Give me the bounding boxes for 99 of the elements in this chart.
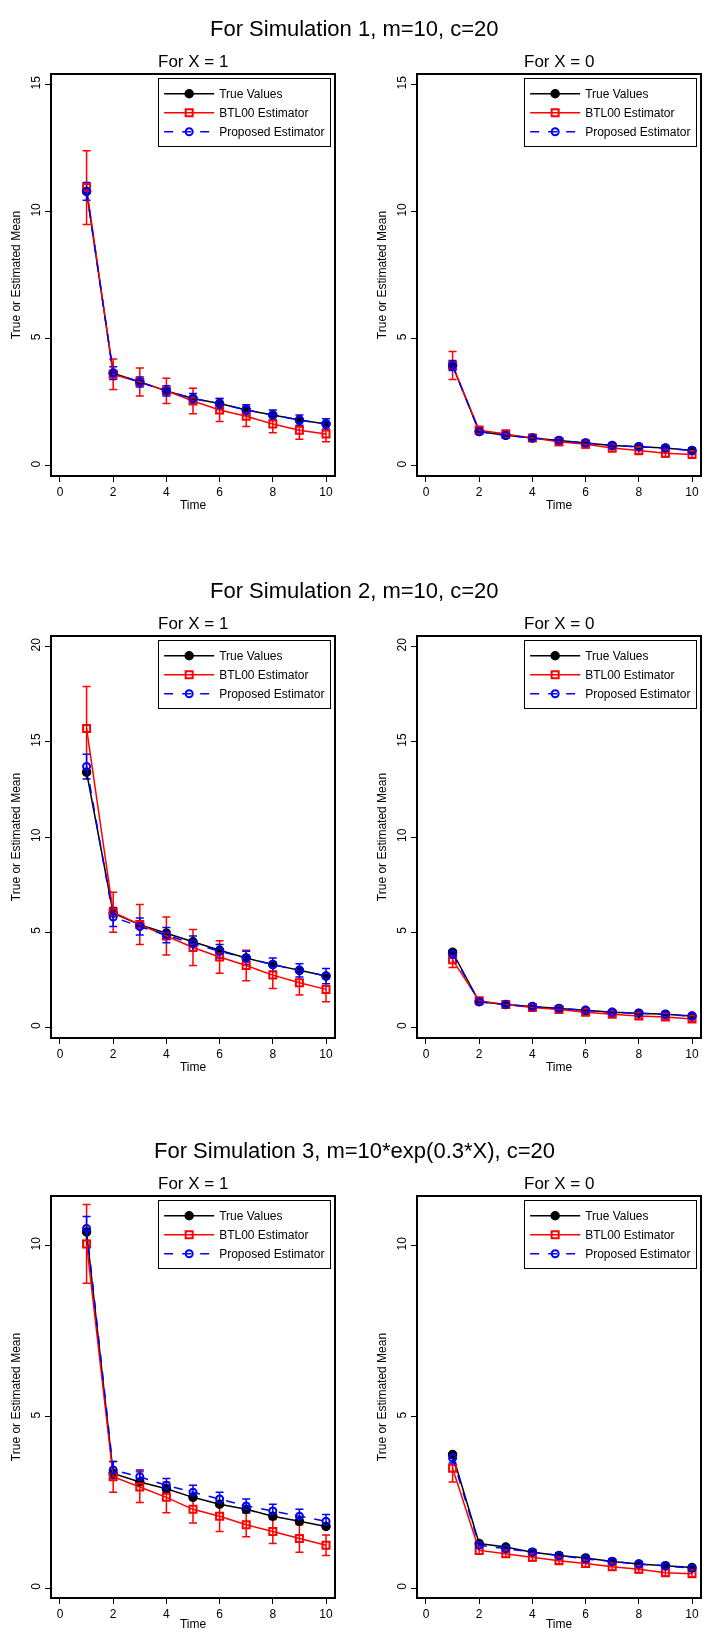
x-tick-label: 0 (422, 1607, 430, 1622)
x-tick-label: 2 (109, 1607, 117, 1622)
x-tick-label: 4 (529, 1607, 537, 1622)
x-tick-label: 10 (319, 1047, 334, 1062)
legend-label: BTL00 Estimator (585, 1228, 675, 1243)
legend-label: BTL00 Estimator (219, 668, 309, 683)
x-tick-label: 10 (685, 485, 700, 500)
x-tick-label: 0 (56, 1607, 64, 1622)
x-tick-label: 10 (685, 1047, 700, 1062)
y-tick-label: 10 (29, 202, 44, 217)
x-tick-label: 4 (529, 485, 537, 500)
chart-title: For X = 1 (158, 52, 229, 71)
legend-label: BTL00 Estimator (219, 1228, 309, 1243)
x-tick-label: 2 (475, 485, 483, 500)
legend-label: Proposed Estimator (585, 687, 691, 702)
chart-title: For X = 0 (524, 614, 595, 633)
x-axis-title: Time (545, 497, 573, 512)
legend-label: True Values (219, 649, 283, 664)
x-tick-label: 2 (109, 485, 117, 500)
y-tick-label: 5 (29, 926, 44, 934)
y-axis-title: True or Estimated Mean (375, 1332, 390, 1462)
y-tick-label: 0 (29, 460, 44, 468)
legend-label: True Values (219, 1209, 283, 1224)
legend-label: Proposed Estimator (219, 125, 325, 140)
y-tick-label: 15 (395, 732, 410, 747)
y-axis-title: True or Estimated Mean (375, 772, 390, 902)
x-tick-label: 4 (529, 1047, 537, 1062)
y-tick-label: 10 (395, 1236, 410, 1251)
y-tick-label: 10 (29, 1236, 44, 1251)
y-tick-label: 15 (29, 75, 44, 90)
y-tick-label: 10 (395, 202, 410, 217)
x-tick-label: 6 (216, 485, 224, 500)
y-tick-label: 5 (29, 333, 44, 341)
y-tick-label: 5 (395, 1411, 410, 1419)
x-axis-title: Time (179, 497, 207, 512)
x-tick-label: 8 (635, 1607, 643, 1622)
y-tick-label: 0 (395, 1022, 410, 1030)
y-axis-title: True or Estimated Mean (9, 210, 24, 340)
y-tick-label: 0 (395, 1582, 410, 1590)
x-tick-label: 6 (582, 485, 590, 500)
y-axis-title: True or Estimated Mean (9, 1332, 24, 1462)
x-axis-title: Time (545, 1617, 573, 1631)
x-axis-title: Time (179, 1617, 207, 1631)
x-tick-label: 0 (422, 485, 430, 500)
legend-label: True Values (585, 87, 649, 102)
x-axis-title: Time (545, 1059, 573, 1074)
y-tick-label: 5 (29, 1411, 44, 1419)
y-tick-label: 10 (395, 828, 410, 842)
x-tick-label: 6 (582, 1047, 590, 1062)
x-tick-label: 4 (163, 1607, 171, 1622)
legend-label: Proposed Estimator (585, 1247, 691, 1262)
x-tick-label: 8 (635, 485, 643, 500)
y-tick-label: 5 (395, 333, 410, 341)
y-tick-label: 20 (29, 637, 44, 652)
x-tick-label: 10 (319, 1607, 334, 1622)
y-axis-title: True or Estimated Mean (375, 210, 390, 340)
legend-label: True Values (585, 649, 649, 664)
x-tick-label: 8 (269, 1607, 277, 1622)
y-tick-label: 0 (29, 1022, 44, 1030)
x-tick-label: 2 (475, 1047, 483, 1062)
text: For Simulation 3, m=10*exp(0.3*X), c=20 (154, 1138, 556, 1163)
legend-label: Proposed Estimator (585, 125, 691, 140)
x-tick-label: 0 (422, 1047, 430, 1062)
chart-title: For X = 0 (524, 52, 595, 71)
x-tick-label: 2 (109, 1047, 117, 1062)
x-tick-label: 10 (685, 1607, 700, 1622)
x-tick-label: 0 (56, 485, 64, 500)
x-tick-label: 8 (269, 485, 277, 500)
legend-label: Proposed Estimator (219, 1247, 325, 1262)
legend-label: BTL00 Estimator (585, 668, 675, 683)
x-tick-label: 6 (216, 1607, 224, 1622)
legend-label: True Values (219, 87, 283, 102)
x-tick-label: 6 (582, 1607, 590, 1622)
text: For Simulation 2, m=10, c=20 (210, 578, 499, 603)
x-tick-label: 0 (56, 1047, 64, 1062)
y-tick-label: 15 (29, 732, 44, 747)
text: For Simulation 1, m=10, c=20 (210, 16, 499, 41)
y-tick-label: 10 (29, 828, 44, 842)
chart-title: For X = 1 (158, 614, 229, 633)
chart-title: For X = 1 (158, 1174, 229, 1193)
y-tick-label: 5 (395, 926, 410, 934)
y-axis-title: True or Estimated Mean (9, 772, 24, 902)
legend-label: BTL00 Estimator (585, 106, 675, 121)
chart-title: For X = 0 (524, 1174, 595, 1193)
x-axis-title: Time (179, 1059, 207, 1074)
y-tick-label: 0 (29, 1582, 44, 1590)
legend-label: Proposed Estimator (219, 687, 325, 702)
x-tick-label: 8 (635, 1047, 643, 1062)
x-tick-label: 2 (475, 1607, 483, 1622)
legend-label: BTL00 Estimator (219, 106, 309, 121)
x-tick-label: 8 (269, 1047, 277, 1062)
y-tick-label: 20 (395, 637, 410, 652)
y-tick-label: 15 (395, 75, 410, 90)
legend-label: True Values (585, 1209, 649, 1224)
x-tick-label: 4 (163, 485, 171, 500)
x-tick-label: 6 (216, 1047, 224, 1062)
y-tick-label: 0 (395, 460, 410, 468)
x-tick-label: 4 (163, 1047, 171, 1062)
x-tick-label: 10 (319, 485, 334, 500)
